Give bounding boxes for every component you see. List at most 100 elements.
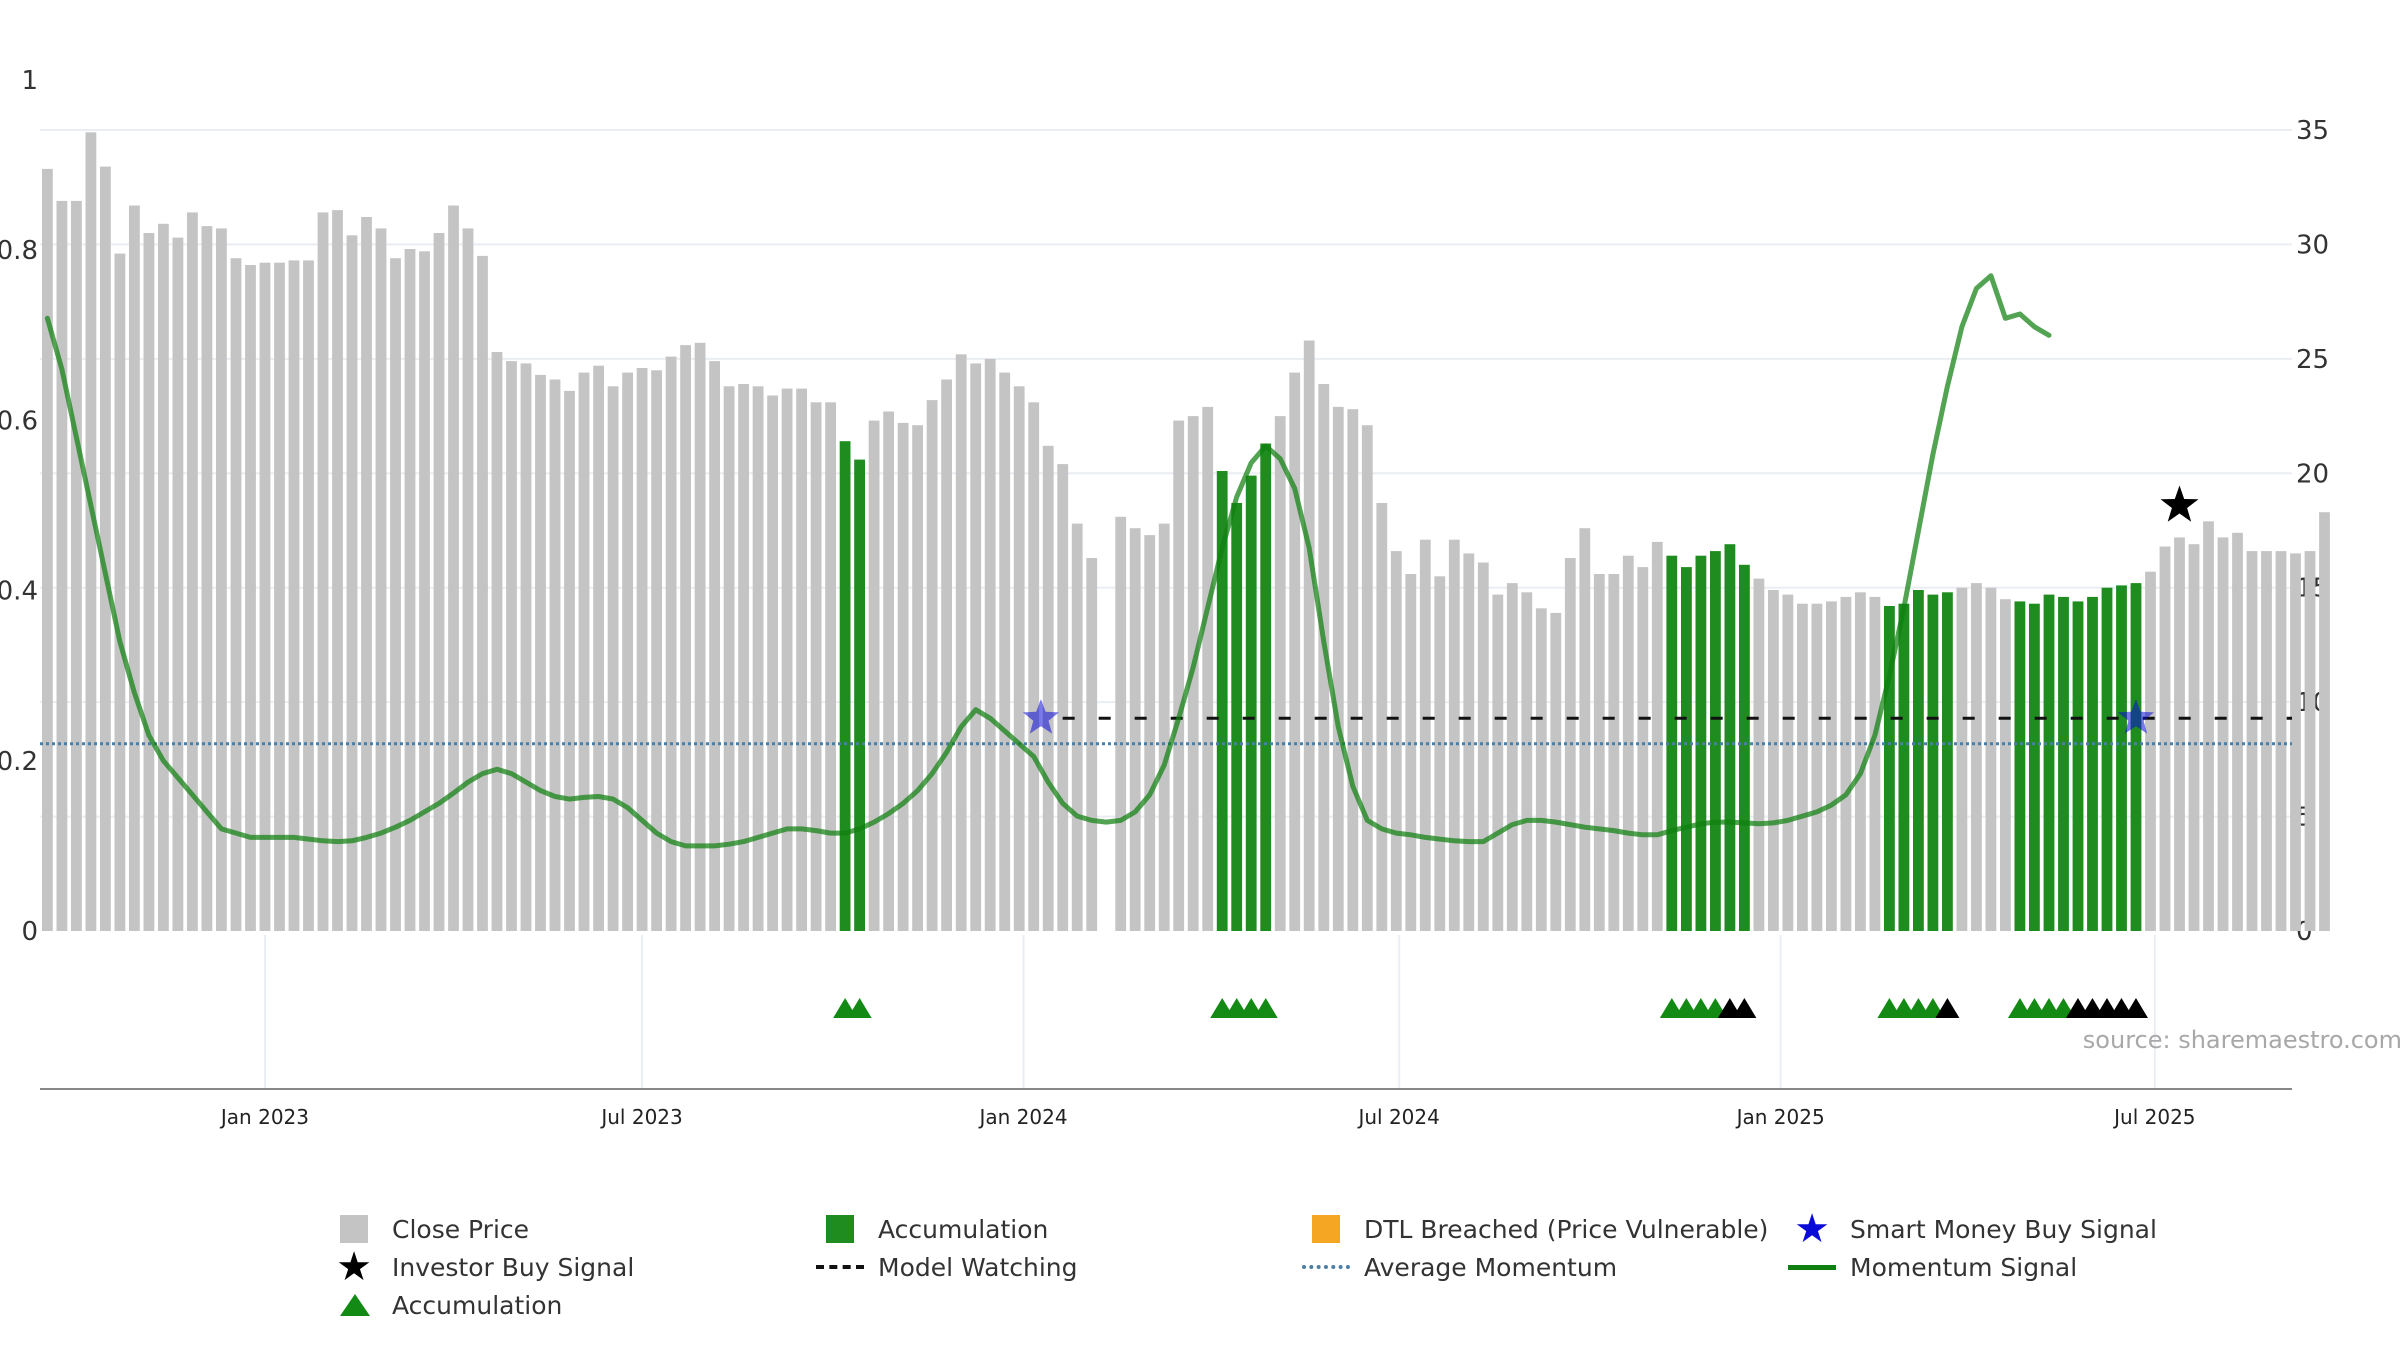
right-tick-label: 20 bbox=[2296, 459, 2329, 489]
close-price-bar bbox=[535, 374, 546, 931]
close-price-bar bbox=[1971, 583, 1982, 931]
close-price-bar bbox=[1318, 384, 1330, 931]
momentum-signal-line bbox=[44, 273, 2052, 849]
accumulation-triangle bbox=[1732, 998, 1757, 1018]
close-price-bar bbox=[361, 217, 372, 931]
close-price-bar bbox=[1115, 516, 1127, 931]
x-tick-label: Jan 2023 bbox=[219, 1105, 309, 1129]
accumulation-bar bbox=[2130, 583, 2142, 931]
accumulation-triangle bbox=[1253, 998, 1278, 1018]
accumulation-swatch bbox=[826, 1215, 854, 1243]
close-price-bar bbox=[2304, 551, 2316, 931]
smart-money-star bbox=[2117, 699, 2154, 734]
signal-lines bbox=[40, 273, 2292, 849]
legend-label: Model Watching bbox=[878, 1252, 1078, 1282]
close-price-bar bbox=[1579, 528, 1591, 931]
close-price-bar bbox=[897, 422, 909, 931]
close-price-bar bbox=[332, 210, 343, 932]
close-price-bar bbox=[274, 262, 285, 931]
close-price-bar bbox=[1419, 539, 1431, 931]
chart-legend: Close Price Accumulation DTL Breached (P… bbox=[330, 1209, 2210, 1342]
accumulation-bar bbox=[839, 441, 851, 931]
accumulation-panel bbox=[833, 998, 2148, 1018]
close-price-bar bbox=[506, 361, 517, 932]
close-price-bar bbox=[941, 379, 952, 931]
accumulation-bar bbox=[854, 459, 865, 931]
close-price-bar bbox=[1274, 416, 1286, 932]
solid-line-icon bbox=[1788, 1265, 1836, 1270]
legend-label: Average Momentum bbox=[1364, 1252, 1618, 1282]
right-tick-label: 25 bbox=[2296, 345, 2329, 375]
close-price-bar bbox=[984, 358, 996, 931]
accumulation-triangle bbox=[2123, 998, 2148, 1018]
legend-item-dtl-breached: DTL Breached (Price Vulnerable) bbox=[1302, 1212, 1768, 1246]
close-price-bar bbox=[85, 132, 97, 932]
close-price-bar bbox=[71, 200, 82, 931]
legend-label: DTL Breached (Price Vulnerable) bbox=[1364, 1214, 1769, 1244]
accumulation-bar bbox=[2043, 594, 2055, 931]
close-price-bar bbox=[114, 253, 126, 932]
close-price-bar bbox=[1071, 523, 1083, 931]
close-price-bar bbox=[520, 363, 532, 931]
legend-item-close-price: Close Price bbox=[330, 1212, 529, 1246]
close-price-bar bbox=[1376, 503, 1388, 931]
investor-buy-star bbox=[2160, 485, 2199, 522]
close-price-bar bbox=[1013, 386, 1025, 931]
left-axis-ticks: 0 0.2 0.4 0.6 0.8 1 bbox=[0, 66, 38, 947]
close-price-swatch bbox=[340, 1215, 368, 1243]
left-tick-label: 0.6 bbox=[0, 406, 38, 436]
close-price-bar bbox=[709, 361, 720, 932]
close-price-bar bbox=[1797, 603, 1808, 931]
close-price-bar bbox=[1057, 464, 1069, 931]
signal-markers bbox=[1022, 485, 2199, 734]
close-price-bar bbox=[738, 384, 749, 931]
left-tick-label: 0.4 bbox=[0, 577, 38, 607]
close-price-bar bbox=[230, 258, 242, 931]
accumulation-bar bbox=[2072, 601, 2084, 931]
accumulation-triangle bbox=[847, 998, 872, 1018]
close-price-bar bbox=[2145, 571, 2156, 931]
close-price-bar bbox=[810, 402, 822, 931]
close-price-bar bbox=[1028, 402, 1040, 931]
close-price-bar bbox=[1811, 603, 1823, 931]
close-price-bar bbox=[970, 363, 982, 931]
triangle-icon bbox=[340, 1294, 370, 1316]
close-price-bar bbox=[158, 223, 169, 932]
close-price-bar bbox=[796, 388, 807, 932]
close-price-bar bbox=[665, 356, 677, 932]
close-price-bar bbox=[2246, 551, 2258, 931]
close-price-bar bbox=[564, 390, 575, 931]
accumulation-bar bbox=[1942, 592, 1953, 931]
close-price-bar bbox=[1593, 574, 1605, 931]
close-price-bar bbox=[1826, 601, 1837, 931]
close-price-bar bbox=[1956, 587, 1968, 931]
accumulation-bar bbox=[1666, 555, 1678, 931]
close-price-bar bbox=[433, 233, 445, 931]
accumulation-bar bbox=[1216, 471, 1228, 931]
close-price-bar bbox=[999, 372, 1011, 932]
close-price-bar bbox=[448, 205, 459, 931]
close-price-bar bbox=[1521, 592, 1533, 931]
close-price-bar bbox=[1782, 594, 1794, 931]
accumulation-bar bbox=[2058, 596, 2069, 931]
close-price-bar bbox=[607, 386, 619, 931]
accumulation-bar bbox=[1739, 564, 1750, 931]
close-price-bar bbox=[1840, 596, 1852, 931]
close-price-bar bbox=[100, 166, 111, 932]
legend-label: Smart Money Buy Signal bbox=[1850, 1214, 2157, 1244]
close-price-bar bbox=[868, 420, 880, 931]
dtl-swatch bbox=[1312, 1215, 1340, 1243]
close-price-bar bbox=[1332, 406, 1344, 931]
legend-label: Momentum Signal bbox=[1850, 1252, 2078, 1282]
close-price-bar bbox=[912, 425, 923, 931]
close-price-bar bbox=[1448, 539, 1460, 931]
close-price-bar bbox=[1550, 612, 1562, 931]
close-price-bar bbox=[2203, 521, 2214, 931]
accumulation-bar bbox=[1681, 567, 1692, 931]
accumulation-bar bbox=[1913, 590, 1924, 931]
close-price-bar bbox=[2261, 551, 2272, 931]
accumulation-bar bbox=[2116, 585, 2127, 931]
x-tick-label: Jul 2024 bbox=[1356, 1105, 1439, 1129]
close-price-bar bbox=[825, 402, 836, 931]
